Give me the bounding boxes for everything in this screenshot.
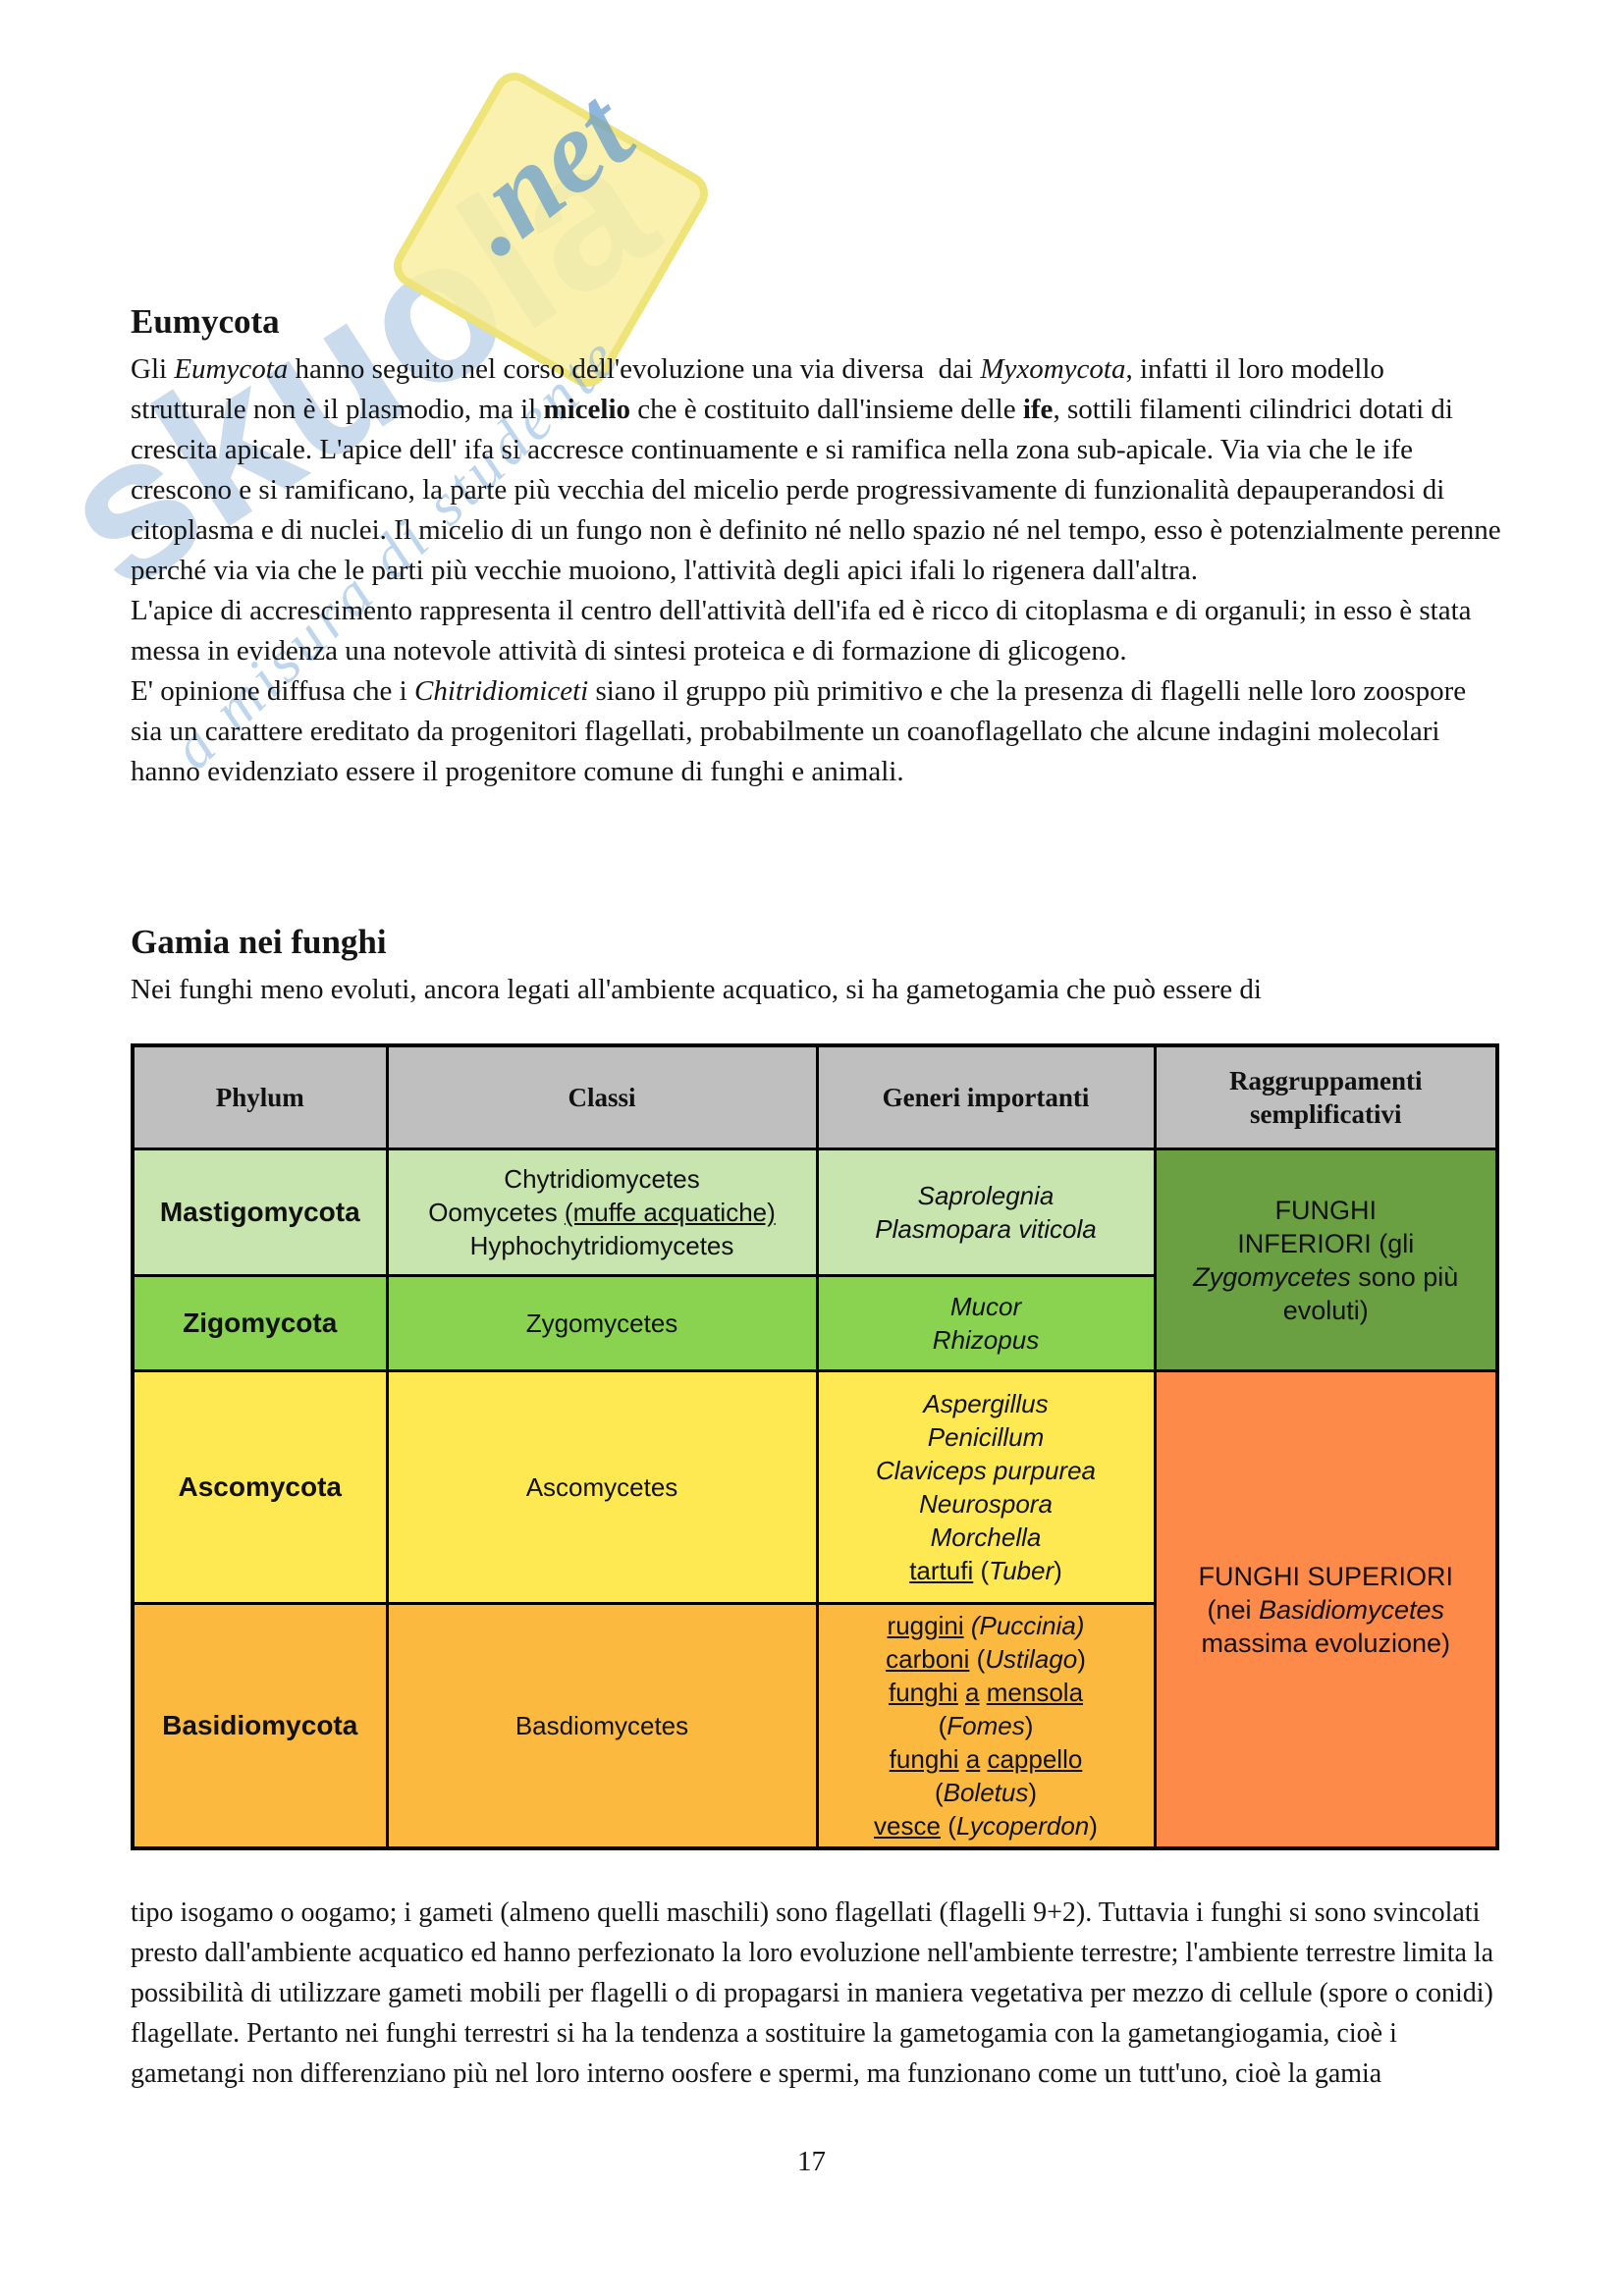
phylum-cell: Ascomycota <box>131 1369 389 1605</box>
section-title-gamia-nei-funghi: Gamia nei funghi <box>131 923 387 961</box>
paragraph-eumycota: Gli Eumycota hanno seguito nel corso del… <box>131 353 1501 787</box>
fungi-classification-table: Phylum Classi Generi importanti Raggrupp… <box>131 1043 1499 1850</box>
page-number: 17 <box>797 2146 826 2177</box>
watermark-net-script: .net <box>432 65 656 280</box>
classi-cell: Zygomycetes <box>385 1274 819 1372</box>
generi-cell: ruggini (Puccinia) carboni (Ustilago) fu… <box>815 1602 1157 1850</box>
paragraph-gamia-intro: Nei funghi meno evoluti, ancora legati a… <box>131 974 1262 1005</box>
column-header-generi-importanti: Generi importanti <box>815 1043 1157 1150</box>
table-row: Basidiomycota Basdiomycetes ruggini (Pucci… <box>131 1602 1497 1850</box>
generi-cell: Saprolegnia Plasmopara viticola <box>815 1148 1157 1277</box>
grouping-cell: FUNGHI SUPERIORI (nei Basidiomycetes mas… <box>1153 1369 1499 1850</box>
table-row: Zigomycota Zygomycetes Mucor Rhizopus <box>131 1274 1497 1372</box>
section-title-eumycota: Eumycota <box>131 302 280 341</box>
fungi-classification-table-wrapper: Phylum Classi Generi importanti Raggrupp… <box>131 1043 1499 1850</box>
phylum-cell: Basidiomycota <box>131 1602 389 1850</box>
watermark-yellow-diamond <box>385 64 717 396</box>
paragraph-closing: tipo isogamo o oogamo; i gameti (almeno … <box>131 1897 1501 2089</box>
phylum-cell: Mastigomycota <box>131 1148 389 1277</box>
generi-cell: Mucor Rhizopus <box>815 1274 1157 1372</box>
column-header-classi: Classi <box>385 1043 819 1150</box>
column-header-raggruppamenti: Raggruppamenti semplificativi <box>1153 1043 1499 1150</box>
phylum-cell: Zigomycota <box>131 1274 389 1372</box>
generi-cell: Aspergillus Penicillum Claviceps purpure… <box>815 1369 1157 1605</box>
table-header-row: Phylum Classi Generi importanti Raggrupp… <box>131 1043 1499 1150</box>
classi-cell: Ascomycetes <box>385 1369 819 1605</box>
grouping-cell: FUNGHI INFERIORI (gli Zygomycetes sono p… <box>1153 1148 1499 1372</box>
classi-cell: Basdiomycetes <box>385 1602 819 1850</box>
classi-cell: Chytridiomycetes Oomycetes (muffe acquat… <box>385 1148 819 1277</box>
column-header-phylum: Phylum <box>131 1043 389 1150</box>
table-row: Ascomycota Ascomycetes Aspergillus Penicil… <box>131 1369 1499 1850</box>
table-row: Mastigomycota Chytridiomycetes Oomycetes … <box>131 1148 1499 1372</box>
